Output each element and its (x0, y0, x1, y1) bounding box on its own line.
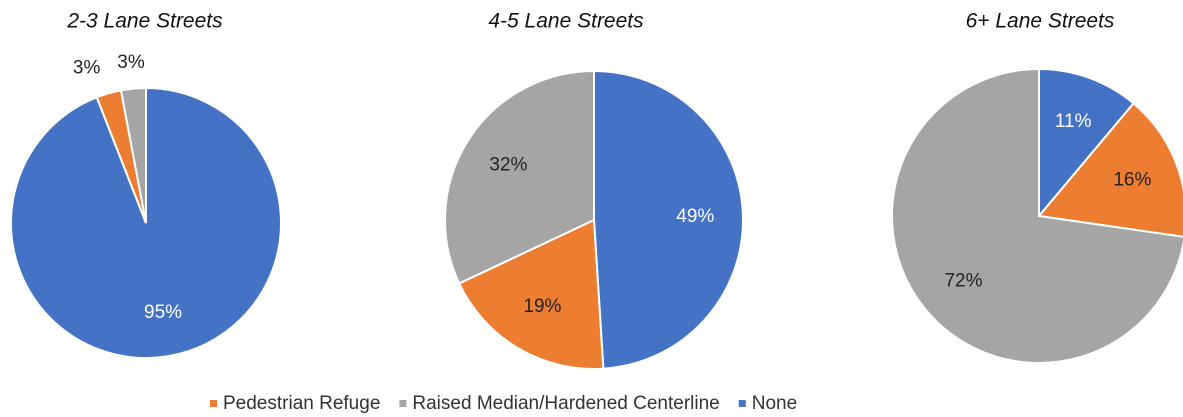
data-label: 3% (117, 52, 145, 73)
pie-slice: None (593, 69, 744, 370)
data-label: 3% (73, 58, 101, 79)
pie-slice: Raised Median/Hardened Centerline (444, 69, 595, 285)
data-label: 95% (144, 302, 182, 323)
data-label: 11% (1055, 111, 1092, 132)
legend-swatch (210, 400, 217, 407)
pie-slice: Pedestrian Refuge (1037, 101, 1183, 238)
data-label: 32% (489, 155, 527, 176)
legend-label: Raised Median/Hardened Centerline (412, 393, 719, 414)
legend-swatch (738, 400, 746, 407)
chart-title: 2-3 Lane Streets (66, 10, 223, 33)
data-label: 49% (676, 206, 714, 227)
data-label: 19% (523, 296, 561, 317)
data-label: 72% (944, 270, 982, 291)
pie-slice: Pedestrian Refuge (457, 218, 605, 370)
pie-slice: Raised Median/Hardened Centerline (119, 86, 147, 224)
chart-title: 4-5 Lane Streets (488, 10, 644, 33)
chart-title: 6+ Lane Streets (966, 10, 1115, 33)
legend-swatch (399, 400, 407, 407)
pie-slice: None (1038, 67, 1135, 219)
legend-label: Pedestrian Refuge (223, 393, 380, 414)
legend-label: None (752, 393, 797, 414)
data-label: 16% (1113, 169, 1151, 190)
pie-slice: Raised Median/Hardened Centerline (890, 67, 1183, 364)
